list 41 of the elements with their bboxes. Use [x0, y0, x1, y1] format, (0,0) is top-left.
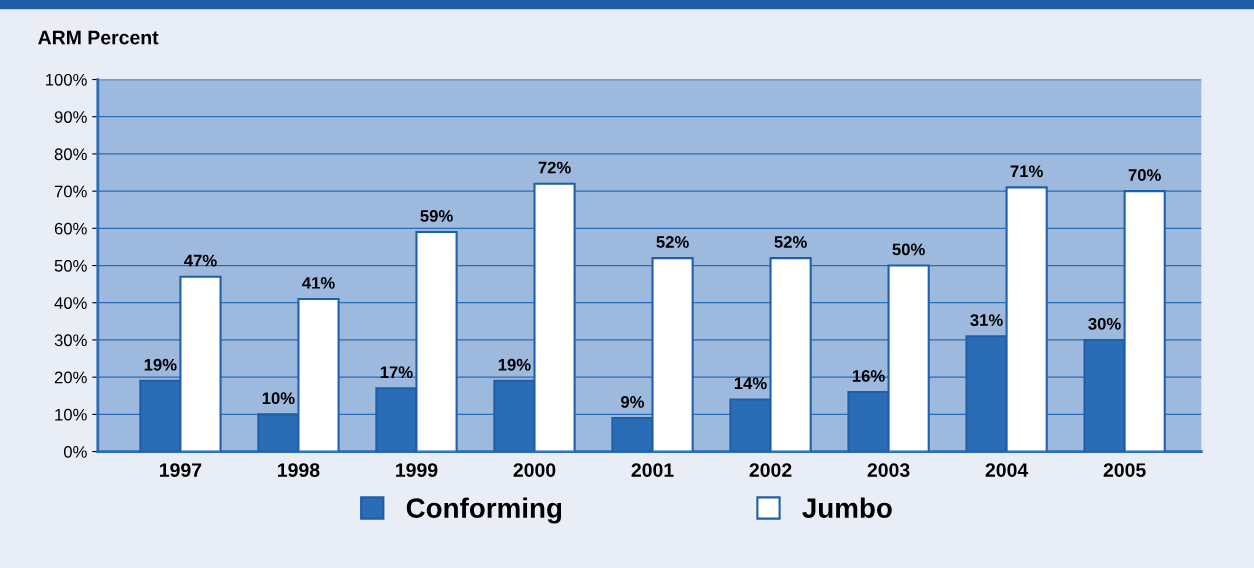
y-tick-label: 70% — [54, 185, 87, 198]
y-tick-label: 100% — [46, 73, 87, 86]
data-label: 72% — [538, 161, 571, 174]
y-axis-title: ARM Percent — [38, 30, 159, 45]
x-tick-label: 2003 — [867, 463, 910, 477]
data-label: 52% — [656, 236, 689, 248]
data-label: 31% — [970, 314, 1003, 327]
x-tick-label: 2002 — [749, 463, 792, 477]
y-tick-label: 50% — [54, 259, 87, 272]
y-tick-label: 0% — [63, 445, 87, 458]
data-label: 50% — [892, 243, 925, 256]
y-tick-label: 40% — [54, 297, 87, 309]
data-label: 16% — [852, 369, 885, 382]
data-label: 71% — [1010, 165, 1043, 178]
data-label: 70% — [1128, 169, 1161, 181]
data-label: 52% — [774, 236, 807, 248]
data-label: 19% — [144, 358, 177, 371]
data-label: 14% — [734, 377, 767, 390]
data-label: 10% — [262, 392, 295, 405]
x-tick-label: 1999 — [396, 463, 438, 477]
data-label: 30% — [1088, 317, 1121, 330]
y-tick-label: 10% — [55, 408, 87, 421]
x-tick-label: 2005 — [1103, 463, 1146, 477]
data-label: 9% — [620, 396, 645, 408]
data-label: 41% — [302, 277, 335, 289]
data-label: 59% — [420, 210, 453, 222]
legend-label: Jumbo — [802, 497, 892, 518]
y-tick-label: 20% — [54, 371, 87, 384]
y-tick-label: 60% — [54, 222, 87, 235]
legend-label: Conforming — [406, 497, 562, 524]
x-tick-label: 2001 — [631, 463, 674, 477]
x-tick-label: 2000 — [513, 463, 556, 477]
y-tick-label: 80% — [54, 148, 87, 161]
y-tick-label: 90% — [54, 111, 87, 123]
y-tick-label: 30% — [54, 334, 87, 347]
data-label: 47% — [184, 254, 217, 267]
x-tick-label: 2004 — [985, 463, 1029, 477]
data-label: 19% — [498, 358, 531, 371]
x-tick-label: 1998 — [278, 463, 320, 477]
x-tick-label: 1997 — [160, 463, 202, 477]
data-label: 17% — [380, 366, 413, 379]
